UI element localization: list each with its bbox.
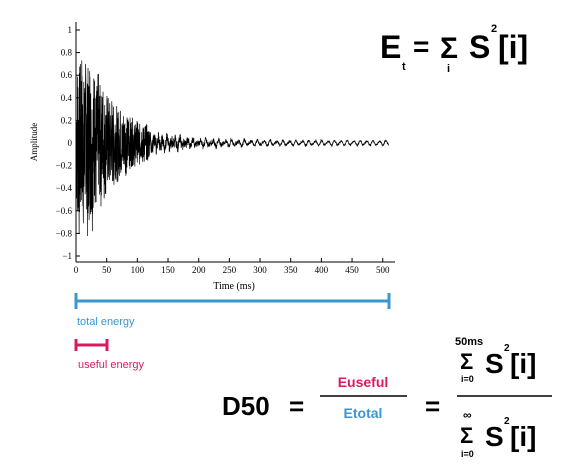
x-tick-label: 0 (74, 265, 79, 275)
y-tick-label: 0.6 (61, 70, 73, 80)
sum-upper-50ms: 50ms (455, 336, 483, 348)
sum-index-numerator: [i] (510, 348, 536, 379)
useful-energy-label: useful energy (78, 359, 145, 371)
y-tick-group: 1 0.8 0.6 0.4 0.2 0 −0.2 −0.4 −0.6 −0.8 −1 (56, 25, 80, 261)
x-tick-label: 250 (223, 265, 237, 275)
x-tick-group: 0 50 100 150 200 250 300 350 400 450 500 (74, 258, 390, 275)
formula-E: E (380, 29, 401, 65)
sum-squared-numerator: 2 (504, 343, 510, 354)
sum-lower-numerator: i=0 (461, 374, 474, 384)
y-tick-label: −0.8 (56, 228, 73, 238)
formula-index: [i] (498, 29, 528, 65)
useful-energy-bar (74, 339, 109, 351)
sum-index-denominator: [i] (510, 421, 536, 452)
total-energy-formula: E t = Σ i S 2 [i] (380, 23, 528, 75)
denominator-etotal: Etotal (344, 405, 383, 421)
formula-i-subscript: i (447, 63, 450, 75)
sum-sigma-denominator: Σ (460, 423, 473, 448)
y-tick-label: −0.4 (56, 183, 73, 193)
formula-t-subscript: t (402, 61, 406, 73)
formula-squared: 2 (491, 23, 497, 35)
sum-S-numerator: S (485, 348, 504, 379)
y-tick-label: 0 (68, 138, 73, 148)
sum-sigma-numerator: Σ (460, 349, 473, 374)
sum-S-denominator: S (485, 421, 504, 452)
y-tick-label: 1 (68, 25, 73, 35)
sum-lower-denominator: i=0 (461, 449, 474, 459)
total-energy-label: total energy (77, 316, 135, 328)
formula-equals: = (413, 31, 429, 62)
total-energy-bar (74, 293, 391, 309)
x-tick-label: 300 (253, 265, 267, 275)
waveform-line (76, 60, 389, 236)
waveform-series (76, 60, 389, 236)
x-tick-label: 150 (161, 265, 175, 275)
x-tick-label: 50 (102, 265, 112, 275)
formula-sigma: Σ (440, 32, 458, 65)
x-tick-label: 350 (284, 265, 298, 275)
d50-label: D50 (222, 391, 270, 421)
y-tick-label: 0.2 (61, 115, 72, 125)
y-tick-label: 0.8 (61, 48, 73, 58)
x-tick-label: 500 (376, 265, 390, 275)
y-axis-label: Amplitude (29, 123, 39, 162)
formula-S: S (469, 29, 490, 65)
x-tick-label: 100 (131, 265, 145, 275)
numerator-euseful: Euseful (338, 374, 389, 390)
d50-equals-2: = (425, 391, 440, 421)
d50-formula: D50 = Euseful Etotal = 50ms Σ i=0 S 2 [i… (222, 336, 552, 459)
y-tick-label: 0.4 (61, 93, 73, 103)
sum-squared-denominator: 2 (504, 416, 510, 427)
y-tick-label: −1 (62, 251, 72, 261)
sum-upper-infinity: ∞ (463, 408, 472, 422)
x-axis-label: Time (ms) (213, 281, 255, 292)
y-tick-label: −0.2 (56, 161, 72, 171)
x-tick-label: 450 (345, 265, 359, 275)
waveform-chart: 1 0.8 0.6 0.4 0.2 0 −0.2 −0.4 −0.6 −0.8 −1 0 50 100 1… (29, 22, 395, 292)
y-tick-label: −0.6 (56, 206, 73, 216)
x-tick-label: 400 (315, 265, 329, 275)
d50-equals-1: = (289, 391, 304, 421)
x-tick-label: 200 (192, 265, 206, 275)
